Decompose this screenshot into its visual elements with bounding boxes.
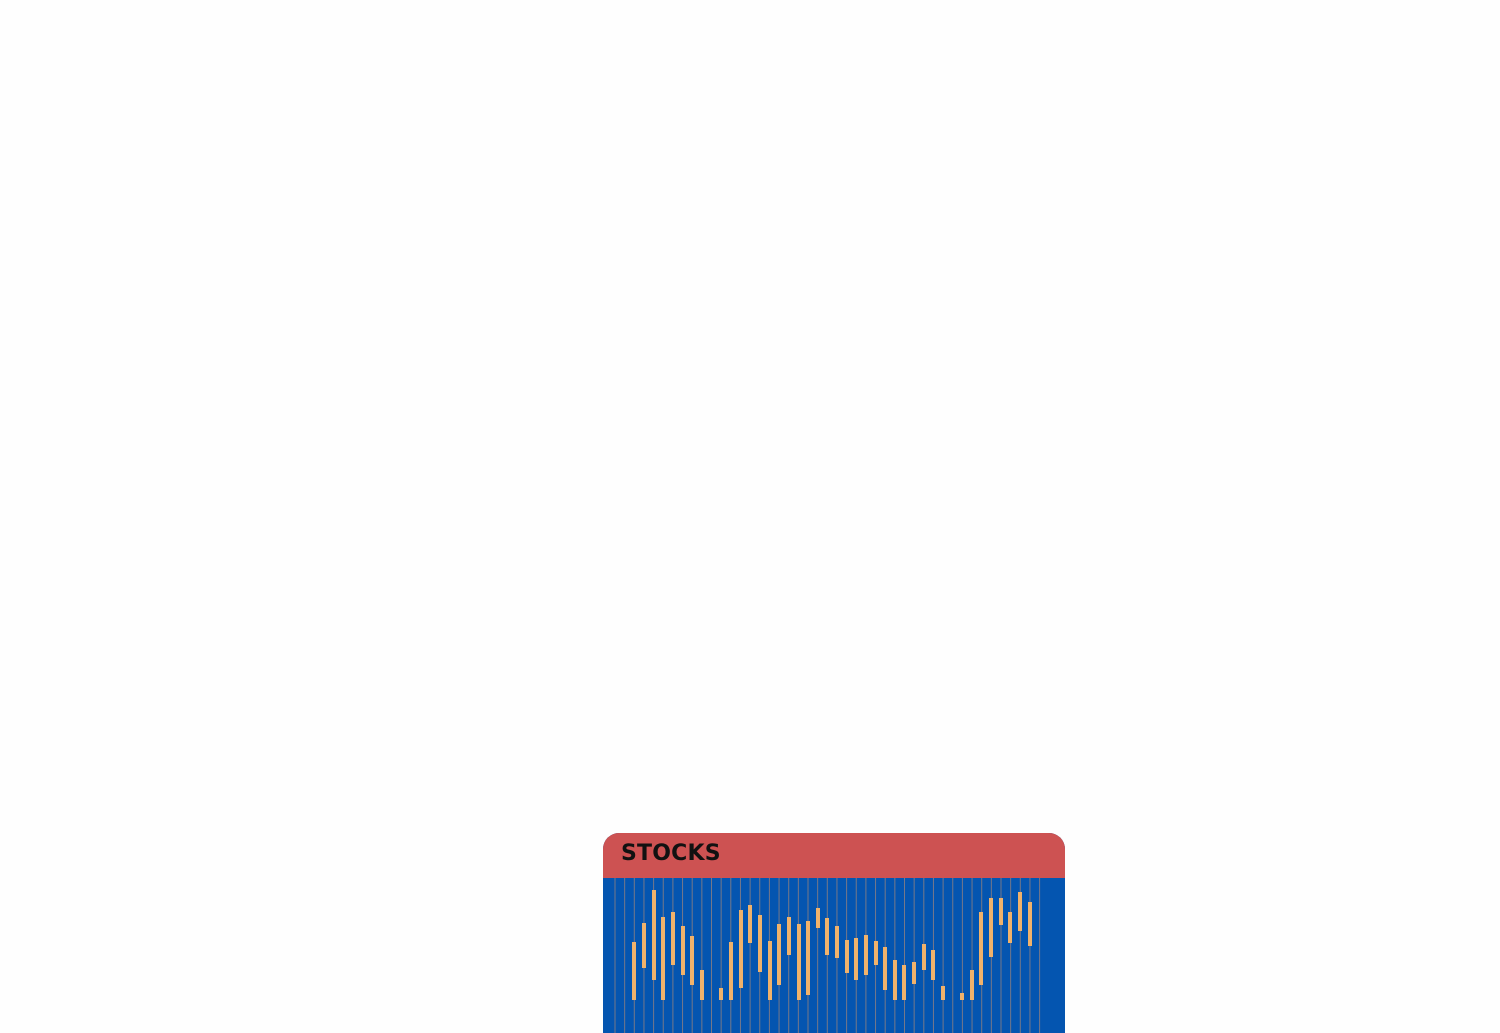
candle (816, 908, 820, 928)
candle (768, 941, 772, 1000)
candle (931, 950, 935, 980)
candle (1018, 892, 1022, 931)
candle (661, 917, 665, 1000)
candle (739, 910, 743, 988)
candle (922, 944, 926, 970)
candle (845, 940, 849, 973)
candle (970, 970, 974, 1000)
candle (729, 942, 733, 1000)
candle (989, 898, 993, 957)
candle (1028, 902, 1032, 946)
candle (777, 924, 781, 985)
widget-header: STOCKS (603, 833, 1065, 878)
candle (671, 912, 675, 965)
candle (700, 970, 704, 1000)
candle (681, 926, 685, 975)
widget-title: STOCKS (621, 841, 721, 866)
candle (835, 926, 839, 958)
candle (806, 921, 810, 995)
candle (748, 905, 752, 943)
candle (902, 965, 906, 1000)
candle (632, 942, 636, 1000)
candle (787, 917, 791, 955)
candle (941, 986, 945, 1000)
candle (719, 988, 723, 1000)
candle (825, 918, 829, 955)
candle (864, 935, 868, 975)
candle (999, 898, 1003, 925)
candle (912, 962, 916, 984)
candle (960, 993, 964, 1000)
stocks-widget: STOCKS (603, 833, 1065, 1033)
candle (758, 915, 762, 972)
candle (642, 923, 646, 968)
candle (1008, 912, 1012, 943)
candle (893, 960, 897, 1000)
candle (652, 890, 656, 980)
candle (690, 936, 694, 985)
candle (797, 924, 801, 1000)
candle (979, 912, 983, 985)
page: STOCKS (() => { const data = JSON.parse(… (603, 833, 1065, 1033)
candle (874, 941, 878, 965)
candle (854, 938, 858, 980)
widget-body (614, 878, 1041, 1033)
candle (883, 947, 887, 990)
